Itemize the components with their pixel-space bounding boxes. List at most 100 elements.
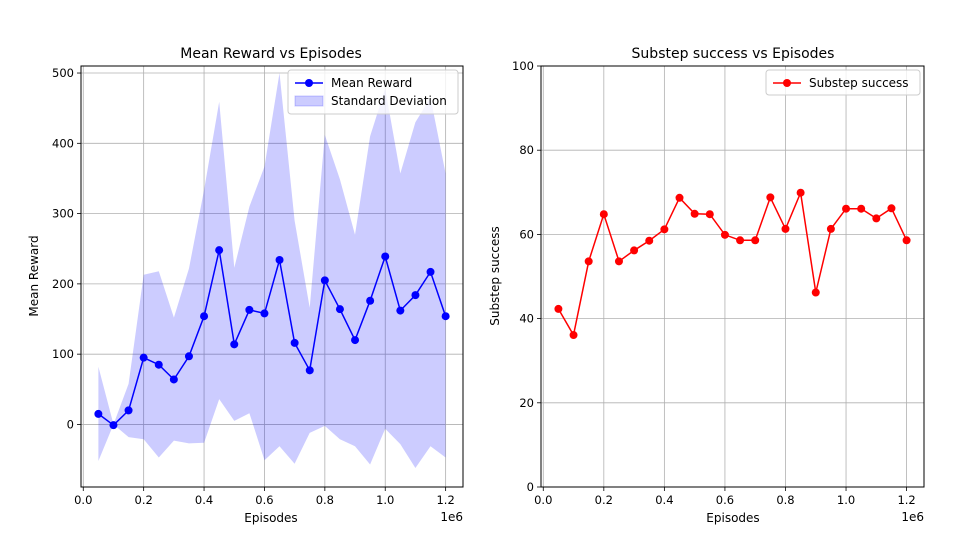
data-point — [690, 209, 699, 218]
data-point — [260, 309, 269, 318]
data-point — [751, 236, 760, 245]
data-point — [811, 288, 820, 297]
data-point — [857, 204, 866, 213]
legend-label-substep: Substep success — [809, 76, 909, 90]
y-axis-label: Substep success — [488, 226, 502, 326]
x-offset-label: 1e6 — [440, 510, 463, 524]
y-tick-label: 300 — [52, 207, 74, 221]
y-tick-label: 500 — [52, 66, 74, 80]
chart-title: Mean Reward vs Episodes — [180, 46, 362, 62]
data-point — [290, 338, 299, 347]
data-point — [554, 304, 563, 313]
x-tick-label: 0.0 — [74, 493, 92, 507]
data-point — [569, 331, 578, 340]
data-point — [335, 305, 344, 314]
legend: Mean Reward Standard Deviation — [287, 69, 459, 115]
data-point — [584, 257, 593, 266]
data-point — [675, 193, 684, 202]
data-point — [660, 225, 669, 234]
mean-reward-chart: Mean Reward vs Episodes 0.0 0.2 0.4 0.6 0.8 1… — [27, 46, 464, 525]
y-tick-label: 0 — [67, 417, 74, 431]
y-tick-label: 200 — [52, 277, 74, 291]
plot-frame — [80, 65, 464, 488]
data-point — [736, 236, 745, 245]
data-point — [826, 224, 835, 233]
y-tick-label: 80 — [519, 143, 534, 157]
data-point — [200, 312, 209, 321]
legend-label-mean: Mean Reward — [331, 76, 412, 90]
legend-label-std: Standard Deviation — [331, 94, 447, 108]
data-point — [426, 267, 435, 276]
std-band — [98, 73, 446, 468]
data-point — [599, 210, 608, 219]
x-tick-label: 0.0 — [534, 493, 552, 507]
plot-frame — [540, 65, 925, 488]
data-point — [720, 230, 729, 239]
legend-marker-swatch — [305, 79, 313, 87]
data-point — [275, 255, 284, 264]
legend-box — [765, 69, 921, 96]
data-point — [169, 375, 178, 384]
data-point — [645, 236, 654, 245]
y-tick-label: 60 — [519, 227, 534, 241]
legend: Substep success — [765, 69, 921, 96]
x-tick-label: 0.8 — [776, 493, 794, 507]
data-point — [124, 406, 133, 415]
x-tick-label: 1.2 — [436, 493, 454, 507]
y-tick-label: 0 — [527, 480, 534, 494]
x-tick-label: 0.6 — [255, 493, 273, 507]
axis-ticks: 0.0 0.2 0.4 0.6 0.8 1.0 1.2 0 100 200 300 400 500 — [52, 66, 455, 507]
data-point — [305, 366, 314, 375]
x-tick-label: 1.0 — [837, 493, 855, 507]
data-point — [441, 312, 450, 321]
x-tick-label: 0.4 — [655, 493, 673, 507]
x-tick-label: 1.0 — [376, 493, 394, 507]
data-point — [351, 336, 360, 345]
data-point — [766, 193, 775, 202]
data-point — [614, 257, 623, 266]
x-offset-label: 1e6 — [901, 510, 924, 524]
x-tick-label: 0.6 — [716, 493, 734, 507]
x-tick-label: 0.8 — [316, 493, 334, 507]
legend-band-swatch — [294, 95, 324, 107]
x-axis-label: Episodes — [244, 511, 297, 525]
data-points — [94, 246, 450, 430]
y-tick-label: 20 — [519, 396, 534, 410]
data-point — [154, 360, 163, 369]
data-point — [215, 246, 224, 255]
data-point — [245, 305, 254, 314]
substep-success-chart: Substep success vs Episodes 0.0 0.2 0.4 0.6… — [488, 46, 925, 525]
data-point — [396, 306, 405, 315]
x-tick-label: 0.4 — [195, 493, 213, 507]
y-tick-label: 100 — [52, 347, 74, 361]
x-tick-label: 1.2 — [897, 493, 915, 507]
x-axis-label: Episodes — [706, 511, 759, 525]
axis-ticks: 0.0 0.2 0.4 0.6 0.8 1.0 1.2 0 20 40 60 80 100 — [512, 59, 916, 507]
data-point — [366, 296, 375, 305]
data-point — [781, 224, 790, 233]
data-point — [872, 214, 881, 223]
data-points — [554, 188, 911, 340]
data-point — [230, 340, 239, 349]
x-tick-label: 0.2 — [135, 493, 153, 507]
data-point — [411, 291, 420, 300]
legend-marker-swatch — [783, 79, 791, 87]
data-point — [184, 352, 193, 361]
data-point — [887, 204, 896, 213]
y-tick-label: 40 — [519, 312, 534, 326]
data-point — [796, 188, 805, 197]
y-axis-label: Mean Reward — [27, 235, 41, 316]
legend-box — [287, 69, 459, 115]
data-point — [630, 246, 639, 255]
chart-title: Substep success vs Episodes — [632, 46, 835, 62]
data-point — [109, 421, 118, 430]
x-tick-label: 0.2 — [595, 493, 613, 507]
data-point — [902, 236, 911, 245]
data-point — [94, 409, 103, 418]
y-tick-label: 100 — [512, 59, 534, 73]
data-point — [381, 252, 390, 261]
data-point — [705, 210, 714, 219]
data-point — [320, 276, 329, 285]
data-point — [139, 353, 148, 362]
